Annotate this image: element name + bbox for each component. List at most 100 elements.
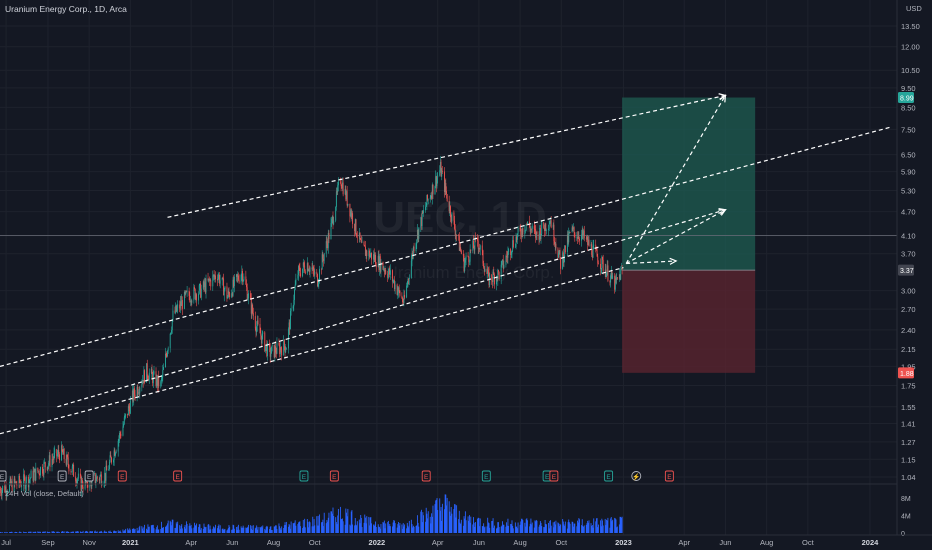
projection-arrow[interactable]	[625, 209, 726, 265]
earnings-marker[interactable]: E	[84, 470, 94, 482]
loss-zone[interactable]	[622, 270, 756, 373]
x-tick-label: Jun	[226, 538, 238, 547]
candle-body	[242, 280, 244, 282]
volume-bar	[614, 517, 616, 533]
volume-bar	[16, 532, 18, 533]
candle-body	[134, 394, 136, 398]
volume-bar	[243, 527, 245, 533]
candle-body	[103, 482, 105, 485]
candle-body	[444, 182, 446, 192]
volume-bar	[56, 531, 58, 533]
candle-body	[544, 223, 546, 231]
candle-body	[243, 276, 245, 281]
volume-bar	[117, 530, 119, 533]
candle-body	[394, 284, 396, 290]
volume-bar	[374, 524, 376, 533]
candle-body	[307, 263, 309, 271]
y-axis-unit: USD	[906, 4, 922, 13]
candle-body	[198, 285, 200, 294]
earnings-marker[interactable]: E	[299, 470, 309, 482]
volume-bar	[548, 522, 549, 533]
candle-body	[510, 253, 512, 256]
volume-bar	[42, 532, 44, 533]
candle-body	[520, 228, 522, 235]
take-profit-tag[interactable]	[898, 92, 914, 104]
volume-bar	[454, 504, 456, 533]
trend-line[interactable]	[0, 126, 892, 367]
candle-body	[101, 484, 103, 486]
earnings-marker[interactable]: E	[542, 470, 552, 482]
volume-bar	[66, 532, 68, 533]
volume-bar	[298, 522, 299, 533]
projection-arrow[interactable]	[626, 260, 677, 265]
candle-body	[597, 256, 599, 264]
candle-body	[326, 241, 328, 244]
volume-bar	[269, 529, 270, 533]
earnings-marker[interactable]: E	[549, 470, 559, 482]
volume-bar	[255, 527, 257, 533]
volume-bar	[232, 524, 234, 533]
trend-line[interactable]	[0, 266, 624, 435]
volume-bar	[543, 527, 545, 533]
candle-body	[70, 471, 72, 473]
volume-bar	[108, 531, 110, 533]
earnings-marker[interactable]: E	[664, 470, 674, 482]
candle-body	[313, 270, 315, 275]
earnings-marker[interactable]: E	[57, 470, 67, 482]
volume-bar	[228, 525, 230, 533]
volume-bar	[439, 510, 441, 533]
earnings-marker[interactable]: E	[0, 470, 7, 482]
volume-bar	[87, 531, 89, 533]
profit-zone[interactable]	[622, 97, 756, 271]
volume-bar	[443, 509, 445, 533]
x-tick-label: Apr	[432, 538, 444, 547]
earnings-marker[interactable]: E	[481, 470, 491, 482]
volume-bar	[360, 517, 362, 533]
candle-body	[285, 349, 287, 353]
projection-arrow[interactable]	[625, 95, 726, 264]
earnings-label: E	[552, 474, 557, 481]
volume-bar	[146, 528, 148, 533]
volume-bar	[507, 518, 509, 533]
candle-body	[600, 268, 602, 270]
candle-body	[473, 248, 475, 250]
last-price-tag[interactable]	[898, 264, 914, 276]
candle-body	[38, 470, 39, 472]
candle-body	[346, 191, 347, 200]
candle-body	[30, 470, 32, 479]
volume-bar	[601, 518, 603, 533]
candle-body	[142, 380, 144, 384]
candle-body	[529, 227, 531, 232]
volume-bar	[579, 519, 580, 533]
candle-body	[199, 283, 201, 286]
earnings-marker[interactable]: ⚡	[631, 471, 642, 482]
volume-bar	[150, 525, 152, 533]
candle-body	[317, 283, 319, 287]
volume-bar	[383, 520, 385, 533]
volume-bar	[284, 522, 286, 533]
earnings-marker[interactable]: E	[117, 470, 127, 482]
volume-bar	[328, 512, 330, 533]
volume-bar	[227, 529, 229, 533]
volume-indicator-title[interactable]: 24H Vol (close, Default)	[5, 489, 84, 498]
volume-bar	[231, 529, 233, 533]
earnings-marker[interactable]: E	[421, 470, 431, 482]
earnings-marker[interactable]: E	[173, 470, 183, 482]
volume-bar	[120, 531, 122, 533]
volume-bar	[161, 527, 163, 533]
volume-bar	[86, 531, 88, 533]
volume-bar	[558, 526, 560, 533]
volume-bar	[591, 525, 593, 533]
volume-bar	[368, 516, 370, 533]
candle-body	[566, 234, 568, 252]
stop-loss-tag[interactable]	[898, 367, 914, 379]
earnings-marker[interactable]: E	[329, 470, 339, 482]
candle-body	[105, 465, 107, 481]
volume-bar	[510, 523, 512, 533]
candle-body	[255, 328, 257, 333]
candle-body	[406, 285, 408, 298]
candle-body	[431, 195, 433, 199]
volume-bar	[600, 520, 601, 533]
earnings-marker[interactable]: E	[604, 470, 614, 482]
